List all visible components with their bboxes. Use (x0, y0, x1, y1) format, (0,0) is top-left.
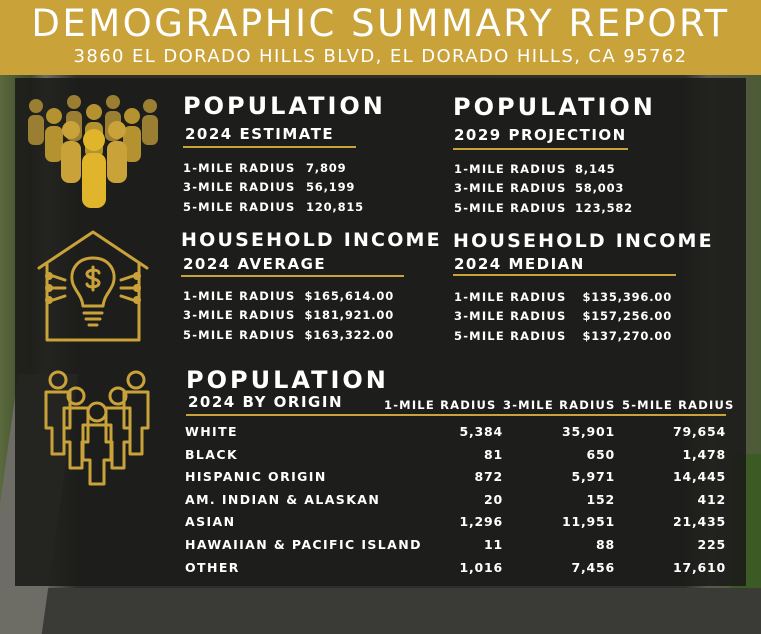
house-lightbulb-dollar-icon (37, 230, 149, 342)
report-title: DEMOGRAPHIC SUMMARY REPORT (31, 2, 730, 45)
radius-label: 5-MILE RADIUS (183, 200, 296, 214)
radius-label: 3-MILE RADIUS (454, 309, 567, 323)
radius-value: 7,809 (306, 161, 347, 175)
origin-row-label: ASIAN (185, 514, 236, 529)
radius-value: 120,815 (306, 200, 364, 214)
origin-row-value: 17,610 (672, 560, 726, 575)
radius-label: 5-MILE RADIUS (454, 329, 567, 343)
radius-value: 56,199 (306, 180, 356, 194)
divider (181, 275, 404, 277)
origin-row-value: 1,016 (459, 560, 503, 575)
origin-row-label: WHITE (185, 424, 238, 439)
origin-row-label: HAWAIIAN & PACIFIC ISLAND (185, 537, 422, 552)
radius-value: $157,256.00 (582, 309, 672, 323)
column-header-3-mile: 3-MILE RADIUS (503, 398, 616, 412)
origin-row-value: 1,296 (459, 514, 503, 529)
column-header-1-mile: 1-MILE RADIUS (384, 398, 497, 412)
origin-row-label: AM. INDIAN & ALASKAN (185, 492, 381, 507)
summary-panel (15, 78, 746, 586)
origin-row-value: 7,456 (571, 560, 615, 575)
origin-row-value: 11 (484, 537, 503, 552)
origin-row-value: 650 (586, 447, 615, 462)
divider (186, 414, 726, 416)
radius-label: 1-MILE RADIUS (454, 162, 567, 176)
population-estimate-title: POPULATION (183, 92, 386, 120)
radius-value: 58,003 (575, 181, 625, 195)
radius-value: $181,921.00 (304, 308, 394, 322)
population-projection-subtitle: 2029 PROJECTION (454, 126, 627, 144)
divider (453, 148, 628, 150)
origin-row-value: 412 (697, 492, 726, 507)
origin-title: POPULATION (186, 366, 389, 394)
origin-row-value: 81 (484, 447, 503, 462)
radius-value: $163,322.00 (304, 328, 394, 342)
income-average-title: HOUSEHOLD INCOME (181, 229, 442, 251)
people-crowd-icon (28, 95, 158, 208)
radius-label: 5-MILE RADIUS (454, 201, 567, 215)
population-estimate-subtitle: 2024 ESTIMATE (185, 125, 335, 143)
radius-value: $135,396.00 (582, 290, 672, 304)
radius-label: 1-MILE RADIUS (454, 290, 567, 304)
origin-row-value: 1,478 (682, 447, 726, 462)
radius-value: $137,270.00 (582, 329, 672, 343)
radius-label: 1-MILE RADIUS (183, 161, 296, 175)
origin-row-value: 152 (586, 492, 615, 507)
origin-row-value: 88 (596, 537, 615, 552)
income-median-title: HOUSEHOLD INCOME (453, 230, 714, 252)
origin-row-value: 21,435 (672, 514, 726, 529)
people-group-outline-icon (44, 370, 150, 486)
property-address: 3860 EL DORADO HILLS BLVD, EL DORADO HIL… (73, 46, 688, 67)
radius-label: 3-MILE RADIUS (183, 308, 296, 322)
origin-row-label: OTHER (185, 560, 240, 575)
origin-row-value: 5,971 (571, 469, 615, 484)
radius-label: 3-MILE RADIUS (454, 181, 567, 195)
radius-value: $165,614.00 (304, 289, 394, 303)
radius-value: 8,145 (575, 162, 616, 176)
report-header: DEMOGRAPHIC SUMMARY REPORT 3860 EL DORAD… (0, 0, 761, 75)
population-projection-title: POPULATION (453, 93, 656, 121)
origin-row-value: 14,445 (672, 469, 726, 484)
origin-row-value: 872 (474, 469, 503, 484)
radius-value: 123,582 (575, 201, 633, 215)
column-header-5-mile: 5-MILE RADIUS (622, 398, 735, 412)
income-average-subtitle: 2024 AVERAGE (183, 255, 327, 273)
divider (183, 146, 356, 148)
origin-row-value: 35,901 (561, 424, 615, 439)
origin-row-label: HISPANIC ORIGIN (185, 469, 327, 484)
origin-subtitle: 2024 BY ORIGIN (188, 393, 343, 411)
radius-label: 3-MILE RADIUS (183, 180, 296, 194)
income-median-subtitle: 2024 MEDIAN (454, 255, 585, 273)
divider (453, 274, 676, 276)
origin-row-value: 225 (697, 537, 726, 552)
radius-label: 5-MILE RADIUS (183, 328, 296, 342)
origin-row-value: 20 (484, 492, 503, 507)
origin-row-label: BLACK (185, 447, 239, 462)
origin-row-value: 79,654 (672, 424, 726, 439)
radius-label: 1-MILE RADIUS (183, 289, 296, 303)
origin-row-value: 11,951 (561, 514, 615, 529)
origin-row-value: 5,384 (459, 424, 503, 439)
